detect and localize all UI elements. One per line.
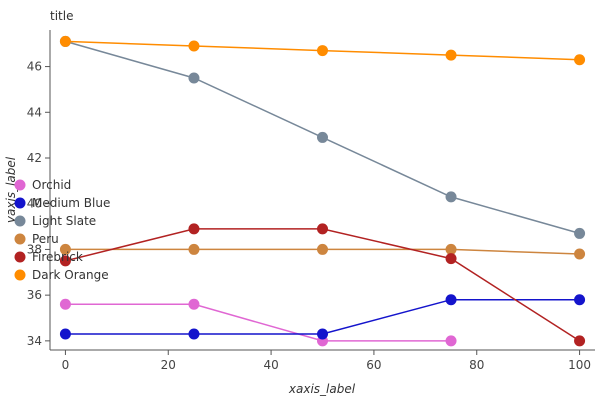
data-point-medium-blue [574, 294, 586, 306]
series-lines [65, 40, 581, 342]
x-axis-label: xaxis_label [288, 382, 356, 396]
data-point-dark-orange [445, 49, 457, 61]
axes [49, 30, 595, 351]
data-point-medium-blue [188, 328, 200, 340]
data-point-medium-blue [317, 328, 328, 340]
data-point-peru [574, 248, 586, 260]
x-tick-label: 60 [366, 358, 381, 372]
chart-title: title [50, 9, 73, 23]
x-tick-label: 40 [263, 358, 278, 372]
legend-marker-firebrick [14, 251, 26, 263]
data-point-light-slate [445, 191, 457, 203]
data-point-dark-orange [188, 40, 200, 52]
y-ticks: 34 36 38 40 42 44 46 [27, 60, 50, 348]
x-tick-label: 0 [62, 358, 70, 372]
data-point-firebrick [574, 335, 586, 347]
y-tick-label: 38 [27, 242, 42, 256]
data-point-peru [445, 243, 457, 255]
data-point-dark-orange [59, 35, 71, 47]
data-point-orchid [188, 298, 200, 310]
legend-label-dark-orange: Dark Orange [32, 268, 109, 282]
y-tick-label: 44 [27, 105, 42, 119]
y-tick-label: 46 [27, 60, 42, 74]
legend-marker-dark-orange [14, 269, 26, 281]
data-point-firebrick [188, 223, 200, 235]
y-tick-label: 40 [27, 197, 42, 211]
x-tick-label: 100 [568, 358, 591, 372]
data-point-dark-orange [574, 54, 586, 66]
data-point-medium-blue [445, 294, 457, 306]
series-line-orchid [65, 303, 451, 342]
data-point-orchid [59, 298, 71, 310]
data-point-orchid [445, 335, 457, 347]
legend-marker-medium-blue [14, 197, 26, 209]
legend-marker-light-slate [14, 215, 26, 227]
y-tick-label: 42 [27, 151, 42, 165]
y-tick-label: 36 [27, 288, 42, 302]
data-point-firebrick [317, 223, 328, 235]
y-tick-label: 34 [27, 334, 42, 348]
legend-label-peru: Peru [32, 232, 59, 246]
data-point-firebrick [445, 253, 457, 265]
data-point-light-slate [188, 72, 200, 84]
legend-label-firebrick: Firebrick [32, 250, 83, 264]
data-point-light-slate [317, 131, 328, 143]
legend-label-medium-blue: Medium Blue [32, 196, 110, 210]
y-axis-label: yaxis_label [4, 156, 18, 224]
legend-label-orchid: Orchid [32, 178, 71, 192]
data-point-light-slate [574, 227, 586, 239]
data-point-dark-orange [317, 45, 328, 57]
x-tick-label: 80 [469, 358, 484, 372]
data-point-peru [317, 243, 328, 255]
data-point-firebrick [59, 255, 71, 267]
legend-label-light-slate: Light Slate [32, 214, 96, 228]
data-point-medium-blue [59, 328, 71, 340]
legend-marker-peru [14, 233, 26, 245]
legend: Orchid Medium Blue Light Slate Peru Firebric… [14, 178, 110, 282]
data-point-peru [188, 243, 200, 255]
x-tick-label: 20 [161, 358, 176, 372]
legend-marker-orchid [14, 179, 26, 191]
data-point-peru [59, 243, 71, 255]
x-ticks: 0 20 40 60 80 100 [62, 350, 591, 372]
series-points [59, 35, 586, 347]
